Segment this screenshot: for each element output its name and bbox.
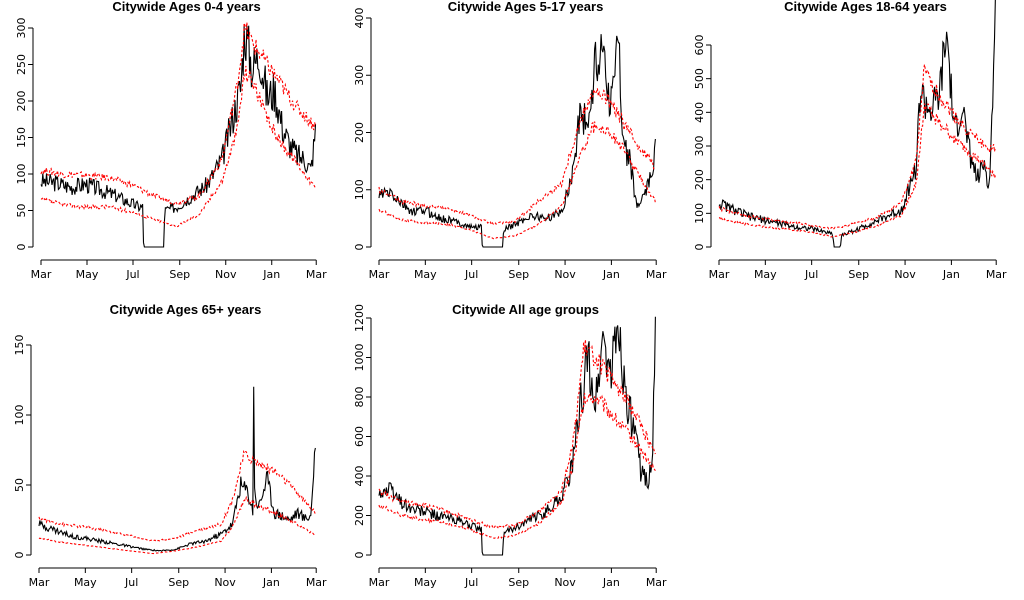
y-tick-label: 100 bbox=[13, 405, 26, 426]
x-tick-label: Nov bbox=[554, 576, 576, 589]
x-tick-label: May bbox=[414, 576, 437, 589]
x-tick-label: Jan bbox=[942, 268, 960, 281]
y-tick-label: 200 bbox=[693, 169, 706, 190]
observed-series-line bbox=[718, 0, 996, 248]
y-tick-label: 300 bbox=[693, 136, 706, 157]
chart-title: Citywide Ages 5-17 years bbox=[448, 0, 604, 14]
x-tick-label: Nov bbox=[214, 576, 236, 589]
y-tick-label: 0 bbox=[353, 244, 366, 251]
x-tick-label: Jan bbox=[602, 268, 620, 281]
x-tick-label: Jan bbox=[602, 576, 620, 589]
chart-panel-3: Citywide Ages 18-64 years 0 100 200 300 400 50… bbox=[693, 0, 1007, 281]
y-tick-label: 0 bbox=[15, 244, 28, 251]
chart-title: Citywide Ages 0-4 years bbox=[112, 0, 260, 14]
y-tick-label: 0 bbox=[13, 552, 26, 559]
y-tick-label: 400 bbox=[693, 102, 706, 123]
x-tick-label: Nov bbox=[215, 268, 237, 281]
x-tick-label: Mar bbox=[646, 268, 667, 281]
x-tick-label: Mar bbox=[986, 268, 1007, 281]
x-tick-label: Nov bbox=[554, 268, 576, 281]
y-tick-label: 100 bbox=[693, 203, 706, 224]
y-tick-label: 150 bbox=[15, 127, 28, 148]
y-tick-label: 600 bbox=[693, 35, 706, 56]
y-tick-label: 800 bbox=[353, 387, 366, 408]
chart-panel-5: Citywide All age groups 0 200 400 600 800 1000… bbox=[353, 302, 667, 589]
y-tick-label: 50 bbox=[13, 478, 26, 492]
x-tick-label: Sep bbox=[168, 576, 189, 589]
x-tick-label: Mar bbox=[31, 268, 52, 281]
x-tick-label: Jul bbox=[124, 576, 138, 589]
x-tick-label: Mar bbox=[646, 576, 667, 589]
y-tick-label: 500 bbox=[693, 68, 706, 89]
y-tick-label: 150 bbox=[13, 335, 26, 356]
lower-band-line bbox=[40, 65, 316, 228]
x-tick-label: Mar bbox=[29, 576, 50, 589]
x-tick-label: Mar bbox=[369, 268, 390, 281]
lower-band-line bbox=[38, 495, 316, 555]
chart-title: Citywide Ages 18-64 years bbox=[784, 0, 947, 14]
upper-band-line bbox=[378, 87, 656, 226]
observed-series-line bbox=[378, 34, 656, 248]
y-tick-label: 0 bbox=[693, 244, 706, 251]
chart-panel-2: Citywide Ages 5-17 years 0 100 200 300 400 Mar… bbox=[353, 0, 667, 281]
upper-band-line bbox=[38, 449, 316, 542]
x-tick-label: Sep bbox=[508, 576, 529, 589]
upper-band-line bbox=[378, 339, 656, 530]
x-tick-label: Jul bbox=[804, 268, 818, 281]
upper-band-line bbox=[718, 64, 996, 231]
x-tick-label: Mar bbox=[306, 576, 327, 589]
y-tick-label: 200 bbox=[15, 91, 28, 112]
x-tick-label: Mar bbox=[709, 268, 730, 281]
x-tick-label: Jan bbox=[262, 576, 280, 589]
chart-panel-1: Citywide Ages 0-4 years 0 50 100 150 200 250 30… bbox=[15, 0, 327, 281]
y-tick-label: 600 bbox=[353, 426, 366, 447]
lower-band-line bbox=[378, 391, 656, 540]
observed-series-line bbox=[378, 316, 656, 556]
y-tick-label: 250 bbox=[15, 54, 28, 75]
y-tick-label: 100 bbox=[15, 164, 28, 185]
x-tick-label: Sep bbox=[848, 268, 869, 281]
y-tick-label: 1200 bbox=[353, 304, 366, 332]
y-tick-label: 200 bbox=[353, 505, 366, 526]
observed-series-line bbox=[40, 25, 317, 248]
y-tick-label: 200 bbox=[353, 122, 366, 143]
y-tick-label: 50 bbox=[15, 204, 28, 218]
y-tick-label: 300 bbox=[353, 65, 366, 86]
chart-panel-4: Citywide Ages 65+ years 0 50 100 150 Mar May Ju… bbox=[13, 302, 327, 589]
x-tick-label: May bbox=[414, 268, 437, 281]
lower-band-line bbox=[718, 103, 996, 238]
y-tick-label: 0 bbox=[353, 552, 366, 559]
x-tick-label: Jul bbox=[464, 576, 478, 589]
x-tick-label: Jul bbox=[125, 268, 139, 281]
chart-title: Citywide All age groups bbox=[452, 302, 599, 317]
lower-band-line bbox=[378, 121, 656, 240]
x-tick-label: Nov bbox=[894, 268, 916, 281]
x-tick-label: Mar bbox=[369, 576, 390, 589]
chart-title: Citywide Ages 65+ years bbox=[110, 302, 262, 317]
x-tick-label: May bbox=[754, 268, 777, 281]
observed-series-line bbox=[38, 386, 316, 553]
y-tick-label: 400 bbox=[353, 8, 366, 29]
x-tick-label: May bbox=[76, 268, 99, 281]
x-tick-label: May bbox=[74, 576, 97, 589]
y-tick-label: 400 bbox=[353, 466, 366, 487]
y-tick-label: 1000 bbox=[353, 344, 366, 372]
x-tick-label: Sep bbox=[169, 268, 190, 281]
x-tick-label: Mar bbox=[306, 268, 327, 281]
x-tick-label: Sep bbox=[508, 268, 529, 281]
upper-band-line bbox=[40, 22, 317, 206]
y-tick-label: 300 bbox=[15, 18, 28, 39]
y-tick-label: 100 bbox=[353, 179, 366, 200]
x-tick-label: Jul bbox=[464, 268, 478, 281]
x-tick-label: Jan bbox=[262, 268, 280, 281]
